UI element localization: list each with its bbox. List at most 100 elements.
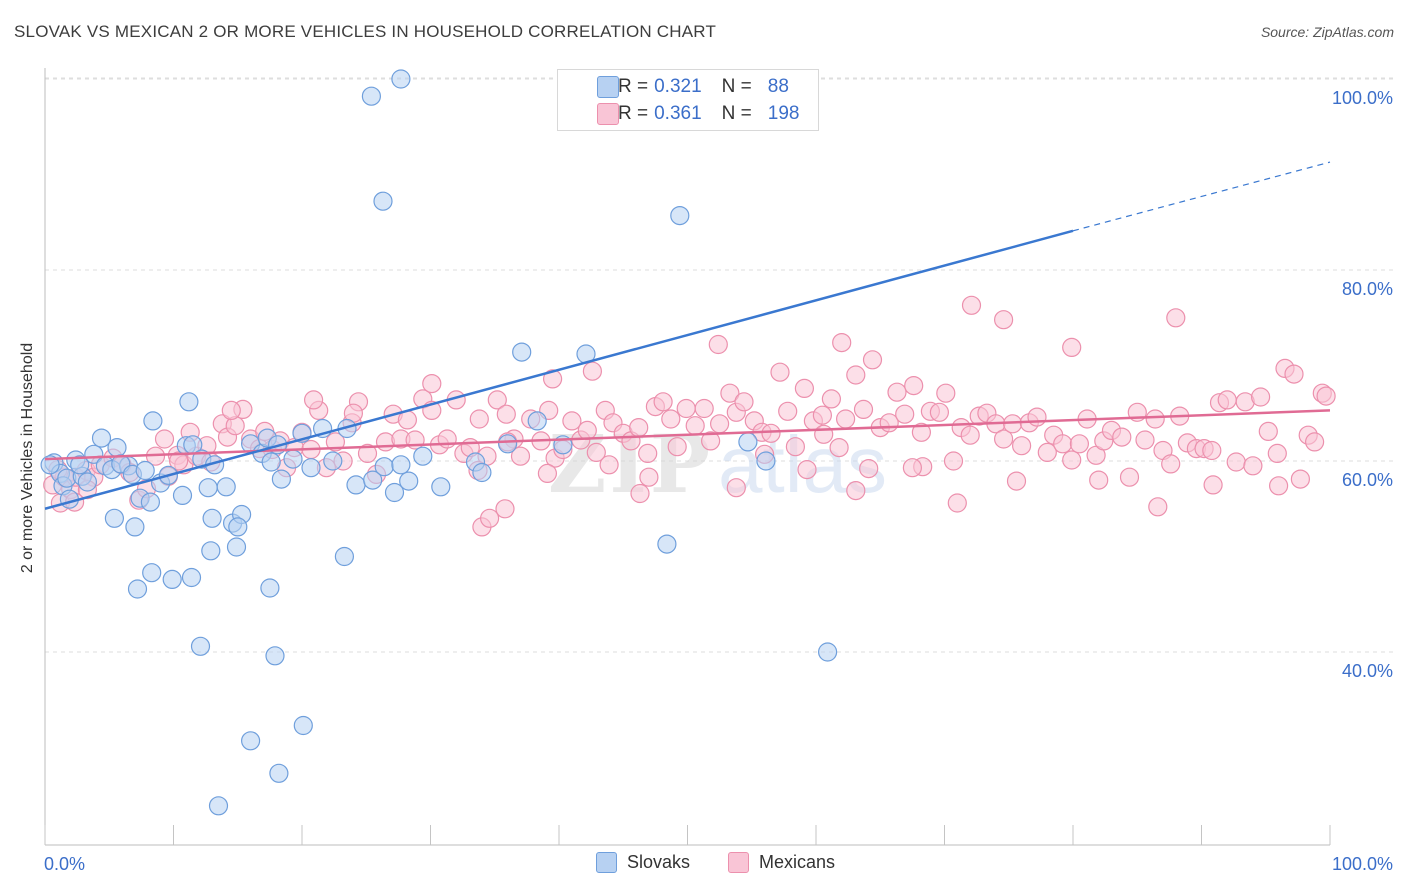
mexicans-point: [542, 369, 563, 389]
mexicans-point: [599, 455, 619, 475]
mexicans-point: [1161, 454, 1181, 474]
slovaks-point: [527, 411, 547, 431]
mexicans-point: [770, 362, 790, 382]
mexicans-point: [1135, 430, 1155, 450]
mexicans-point: [154, 429, 175, 449]
mexicans-point: [708, 334, 728, 355]
slovaks-point: [201, 541, 221, 561]
mexicans-point: [943, 451, 964, 471]
mexicans-point: [1316, 386, 1336, 406]
mexicans-point: [797, 460, 817, 480]
mexicans-point: [685, 416, 705, 436]
mexicans-point: [582, 361, 603, 381]
y-tick-label: 80.0%: [1342, 279, 1393, 299]
mexicans-point: [169, 451, 189, 471]
mexicans-point: [726, 478, 746, 498]
slovaks-point: [241, 731, 261, 751]
legend-item-slovaks[interactable]: Slovaks: [596, 852, 690, 873]
mexicans-point: [639, 467, 659, 487]
mexicans-point: [1062, 450, 1082, 470]
slovaks-point: [162, 569, 182, 590]
legend-r-label: R =: [618, 76, 649, 97]
mexicans-point: [785, 437, 806, 457]
mexicans-point: [846, 365, 866, 385]
mexicans-point: [829, 438, 849, 458]
slovaks-point: [260, 578, 280, 598]
x-tick-label: 100.0%: [1332, 854, 1393, 874]
mexicans-point: [1089, 470, 1109, 490]
mexicans-point: [862, 350, 883, 370]
mexicans-point: [1053, 434, 1073, 454]
slovaks-point: [181, 567, 202, 588]
mexicans-point: [1006, 471, 1027, 491]
mexicans-point: [586, 442, 606, 462]
gridlines: [45, 77, 1395, 653]
slovaks-point: [104, 508, 125, 528]
chart-title: SLOVAK VS MEXICAN 2 OR MORE VEHICLES IN …: [14, 22, 717, 41]
slovaks-point: [216, 477, 236, 497]
x-tick-labels: 0.0% 100.0%: [44, 854, 1393, 874]
slovaks-point: [261, 452, 281, 472]
mexicans-point: [911, 422, 932, 442]
mexicans-point: [1145, 409, 1165, 429]
mexicans-point: [1258, 421, 1278, 441]
mexicans-point: [1203, 475, 1223, 495]
mexicans-point: [993, 429, 1014, 449]
mexicans-point: [1243, 456, 1263, 476]
slovaks-point: [384, 482, 405, 503]
legend-n-label: N =: [721, 76, 752, 97]
slovaks-point: [84, 444, 104, 464]
mexicans-point: [1027, 407, 1047, 427]
mexicans-point: [1202, 440, 1222, 461]
slovaks-points: [40, 69, 838, 816]
slovaks-point: [373, 191, 393, 211]
mexicans-point: [1037, 442, 1057, 462]
slovaks-trend-extension: [1072, 161, 1331, 232]
slovaks-point: [361, 86, 381, 106]
y-tick-labels: 40.0% 60.0% 80.0% 100.0%: [1332, 88, 1393, 681]
mexicans-point: [947, 493, 967, 513]
legend-item-mexicans[interactable]: Mexicans: [728, 852, 835, 873]
slovaks-point: [198, 478, 218, 498]
legend-row-mexicans: R = 0.361 N = 198: [597, 102, 799, 126]
slovaks-point: [172, 485, 193, 505]
mexicans-point: [1148, 497, 1168, 517]
mexicans-point: [1268, 476, 1289, 496]
slovaks-point: [283, 449, 303, 469]
slovaks-point: [374, 457, 394, 477]
mexicans-point: [812, 405, 833, 425]
y-tick-label: 60.0%: [1342, 470, 1393, 490]
mexicans-point: [676, 398, 696, 419]
mexicans-point: [325, 432, 345, 452]
mexicans-point: [902, 458, 923, 478]
legend-swatch-mexicans: [728, 852, 749, 873]
mexicans-point: [661, 409, 681, 429]
mexicans-point: [357, 443, 378, 463]
slovaks-point: [125, 517, 145, 537]
mexicans-point: [1069, 434, 1090, 454]
mexicans-point: [510, 446, 531, 466]
legend-row-slovaks: R = 0.321 N = 88: [597, 75, 789, 99]
slovaks-point: [228, 517, 248, 537]
slovaks-point: [431, 477, 451, 497]
mexicans-point: [895, 404, 915, 424]
slovaks-point: [226, 537, 247, 557]
mexicans-point: [221, 400, 241, 420]
legend-r-value: 0.361: [654, 103, 702, 124]
x-tick-label: 0.0%: [44, 854, 85, 874]
slovaks-point: [127, 579, 148, 599]
legend-swatch-slovaks: [597, 76, 619, 98]
mexicans-point: [832, 333, 852, 353]
mexicans-point: [720, 383, 740, 403]
mexicans-point: [1284, 364, 1304, 384]
slovaks-point: [346, 475, 366, 495]
slovaks-point: [143, 411, 163, 431]
slovaks-point: [399, 471, 419, 491]
slovaks-point: [179, 392, 199, 412]
slovaks-point: [817, 642, 838, 662]
mexicans-point: [794, 378, 815, 398]
legend-label-slovaks: Slovaks: [627, 852, 691, 872]
mexicans-point: [629, 418, 649, 438]
mexicans-point: [1267, 443, 1287, 463]
